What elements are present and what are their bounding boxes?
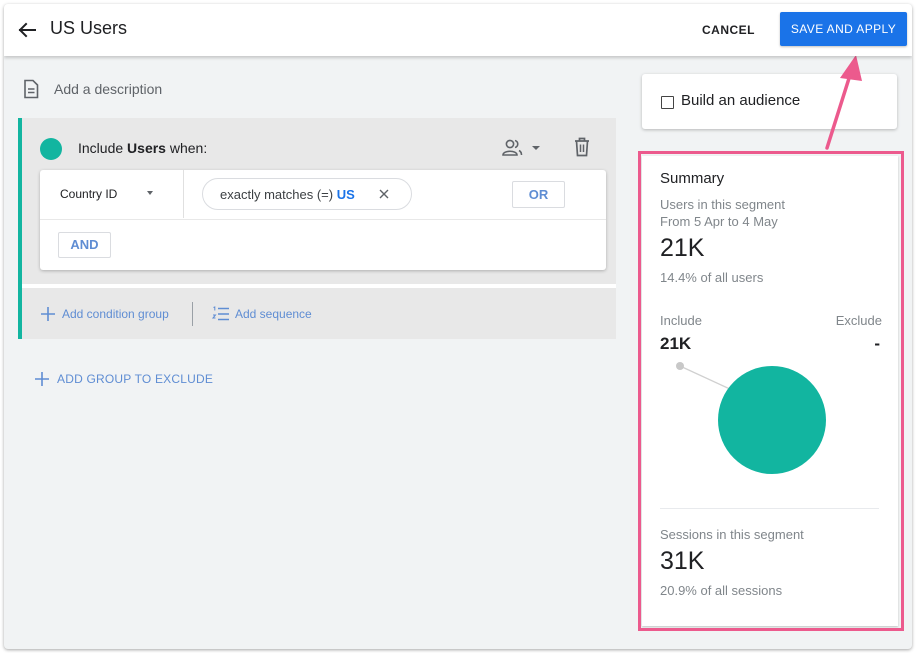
document-icon (24, 79, 39, 99)
date-range: From 5 Apr to 4 May (660, 214, 778, 229)
summary-title: Summary (660, 170, 725, 187)
segment-builder-window: US Users CANCEL SAVE AND APPLY Add a des… (4, 4, 912, 649)
divider (192, 302, 193, 326)
plus-icon (41, 307, 55, 321)
build-audience-label: Build an audience (681, 92, 801, 109)
page-title: US Users (50, 18, 128, 38)
include-label: Include (660, 313, 702, 328)
divider (22, 284, 616, 288)
sessions-percentage: 20.9% of all sessions (660, 583, 783, 598)
include-value: 21K (660, 334, 692, 353)
condition-text: exactly matches (=) US (220, 187, 355, 202)
arrow-back-icon (18, 22, 36, 38)
chart-leader-dot (676, 362, 684, 370)
exclude-value: - (874, 334, 880, 353)
or-button[interactable]: OR (512, 181, 565, 208)
back-button[interactable] (14, 17, 40, 43)
condition-card: Country ID exactly matches (=) US OR AND (40, 170, 606, 270)
chevron-down-icon (147, 191, 153, 195)
chart-leader-line (679, 365, 733, 391)
build-audience-card[interactable]: Build an audience (642, 74, 897, 129)
users-in-segment-label: Users in this segment (660, 197, 785, 212)
condition-chip[interactable]: exactly matches (=) US (202, 178, 412, 210)
divider (660, 508, 879, 509)
include-exclude-bubble-chart (676, 362, 826, 474)
people-icon (502, 139, 540, 156)
save-and-apply-button[interactable]: SAVE AND APPLY (780, 12, 907, 46)
dimension-dropdown[interactable]: Country ID (40, 170, 184, 218)
trash-icon (575, 137, 589, 157)
sessions-in-segment-label: Sessions in this segment (660, 527, 804, 542)
add-sequence-label: Add sequence (235, 307, 312, 321)
include-scope: Users (127, 140, 166, 156)
exclude-label: Exclude (835, 313, 882, 328)
add-description-field[interactable]: Add a description (22, 78, 162, 100)
condition-operator: exactly matches (=) (220, 187, 334, 202)
dimension-label: Country ID (60, 187, 118, 201)
delete-group-button[interactable] (572, 136, 592, 158)
include-condition-group: Include Users when: (18, 118, 616, 339)
top-app-bar: US Users CANCEL SAVE AND APPLY (4, 4, 912, 56)
sessions-count: 31K (660, 547, 705, 575)
include-users-label: Include Users when: (78, 140, 207, 156)
include-prefix: Include (78, 140, 124, 156)
group-actions-row: Add condition group Add sequence (22, 288, 616, 339)
group-color-dot (40, 138, 62, 160)
plus-icon (35, 372, 49, 386)
cancel-button[interactable]: CANCEL (702, 23, 755, 37)
include-suffix: when: (169, 140, 208, 156)
include-bubble (718, 366, 826, 474)
add-condition-group-button[interactable]: Add condition group (40, 304, 169, 324)
divider (40, 219, 606, 220)
description-placeholder: Add a description (54, 81, 163, 97)
condition-value: US (336, 187, 355, 202)
build-audience-checkbox[interactable] (661, 96, 674, 109)
sequence-list-icon (212, 306, 229, 321)
users-percentage: 14.4% of all users (660, 270, 764, 285)
users-count: 21K (660, 234, 705, 262)
add-group-to-exclude-label: ADD GROUP TO EXCLUDE (57, 372, 214, 386)
and-button[interactable]: AND (58, 232, 111, 258)
add-group-to-exclude-button[interactable]: ADD GROUP TO EXCLUDE (34, 370, 213, 388)
group-header: Include Users when: (22, 118, 616, 168)
summary-panel: Summary Users in this segment From 5 Apr… (642, 156, 898, 626)
add-sequence-button[interactable]: Add sequence (212, 304, 312, 324)
scope-selector-button[interactable] (500, 136, 548, 160)
add-condition-group-label: Add condition group (62, 307, 169, 321)
close-icon[interactable] (378, 188, 390, 200)
